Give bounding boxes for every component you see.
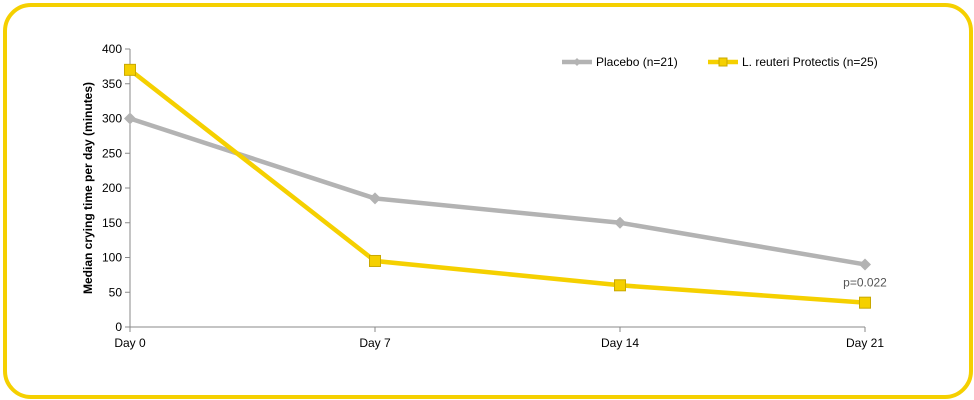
data-point — [369, 192, 381, 205]
legend-item-0: Placebo (n=21) — [562, 55, 678, 69]
data-point — [859, 296, 871, 309]
x-tick-label: Day 21 — [846, 336, 884, 350]
y-tick-label: 200 — [102, 181, 122, 195]
x-tick-label: Day 14 — [601, 336, 639, 350]
data-point — [124, 63, 136, 76]
y-tick-label: 250 — [102, 146, 122, 160]
legend: Placebo (n=21) L. reuteri Protectis (n=25… — [562, 55, 878, 69]
y-tick-label: 0 — [115, 320, 122, 334]
x-tick-label: Day 7 — [359, 336, 391, 350]
data-point — [124, 112, 136, 125]
legend-item-1: L. reuteri Protectis (n=25) — [708, 55, 878, 69]
series-layer — [124, 63, 871, 309]
y-tick-label: 150 — [102, 216, 122, 230]
series-line — [129, 116, 866, 267]
y-tick-label: 400 — [102, 42, 122, 56]
series-0 — [124, 112, 871, 271]
axes: 0 50 100 150 200 250 300 350 400 Day 0 Day 7 Day 14… — [81, 42, 884, 350]
series-line — [128, 68, 866, 305]
legend-marker — [718, 57, 728, 67]
annotation-label: p=0.022 — [843, 275, 887, 289]
y-tick-label: 300 — [102, 112, 122, 126]
chart-frame — [3, 3, 973, 399]
annotations: p=0.022 — [843, 275, 887, 289]
y-tick-label: 100 — [102, 251, 122, 265]
legend-label: L. reuteri Protectis (n=25) — [742, 55, 878, 69]
data-point — [614, 279, 626, 292]
legend-label: Placebo (n=21) — [596, 55, 678, 69]
data-point — [369, 254, 381, 267]
y-tick-label: 350 — [102, 77, 122, 91]
y-tick-label: 50 — [109, 285, 123, 299]
x-tick-label: Day 0 — [114, 336, 146, 350]
data-point — [614, 216, 626, 229]
series-1 — [124, 63, 871, 309]
legend-marker — [573, 58, 581, 66]
y-axis-title: Median crying time per day (minutes) — [81, 82, 95, 294]
data-point — [859, 258, 871, 271]
